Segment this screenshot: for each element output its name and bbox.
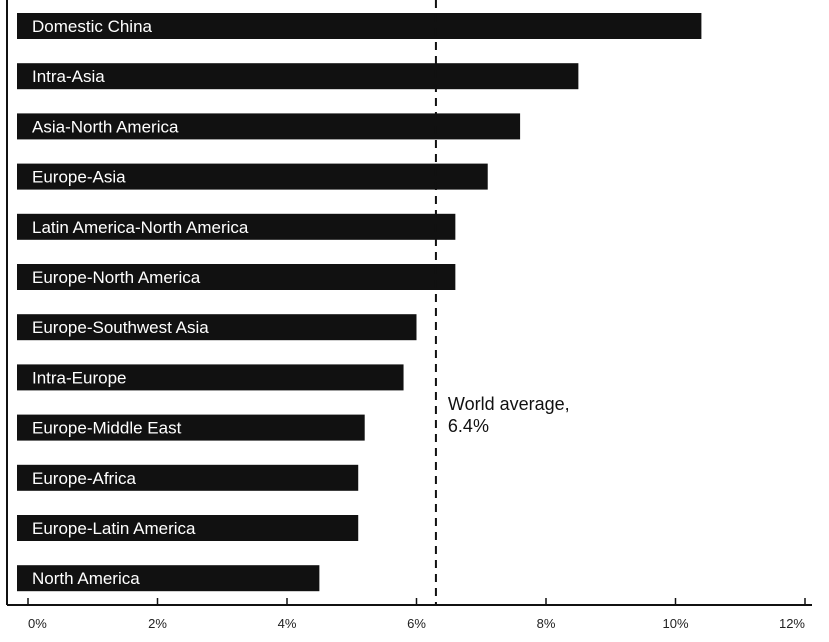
- bar: [17, 464, 359, 491]
- bar: [17, 264, 456, 290]
- bar-label: Europe-Southwest Asia: [32, 318, 209, 337]
- bar-label: Domestic China: [32, 17, 153, 36]
- bar-label: Latin America-North America: [32, 218, 249, 237]
- bar-group: Europe-Africa: [17, 464, 359, 491]
- bar: [17, 13, 702, 39]
- bar-label: North America: [32, 569, 140, 588]
- bar: [17, 63, 579, 90]
- bar-label: Europe-Asia: [32, 168, 126, 187]
- bar: [17, 213, 456, 240]
- bar-group: Europe-Latin America: [17, 515, 359, 541]
- bar-label: Europe-North America: [32, 268, 201, 287]
- bar-group: North America: [17, 565, 320, 592]
- bar-group: Intra-Asia: [17, 63, 579, 90]
- bar-label: Intra-Asia: [32, 67, 105, 86]
- bar: [17, 314, 417, 341]
- bar-label: Europe-Africa: [32, 469, 136, 488]
- bar-group: Europe-Middle East: [17, 414, 365, 441]
- x-tick-label: 4%: [278, 616, 297, 631]
- bar-group: Asia-North America: [17, 113, 521, 140]
- bar-group: Latin America-North America: [17, 213, 456, 240]
- bar-label: Asia-North America: [32, 117, 179, 136]
- bar: [17, 515, 359, 541]
- bar: [17, 414, 365, 441]
- x-tick-label: 6%: [407, 616, 426, 631]
- bar-label: Intra-Europe: [32, 368, 127, 387]
- world-average-value: 6.4%: [448, 416, 489, 436]
- bar-label: Europe-Middle East: [32, 419, 182, 438]
- bar: [17, 163, 488, 190]
- x-tick-label: 12%: [779, 616, 805, 631]
- bar-group: Europe-Southwest Asia: [17, 314, 417, 341]
- bar-group: Europe-North America: [17, 264, 456, 290]
- bar: [17, 364, 404, 391]
- bar-label: Europe-Latin America: [32, 519, 196, 538]
- bar: [17, 565, 320, 592]
- x-axis-ticks: 0% 2% 4% 6% 8% 10% 12%: [27, 598, 806, 631]
- x-tick-label: 8%: [537, 616, 556, 631]
- bar-group: Europe-Asia: [17, 163, 488, 190]
- world-average-label: World average,: [448, 394, 570, 414]
- bars: Domestic China Intra-Asia Asia-North Ameri…: [17, 13, 702, 592]
- x-tick-label: 10%: [662, 616, 688, 631]
- bar-group: Intra-Europe: [17, 364, 404, 391]
- x-tick-label: 2%: [148, 616, 167, 631]
- bar-group: Domestic China: [17, 13, 702, 39]
- x-tick-label: 0%: [28, 616, 47, 631]
